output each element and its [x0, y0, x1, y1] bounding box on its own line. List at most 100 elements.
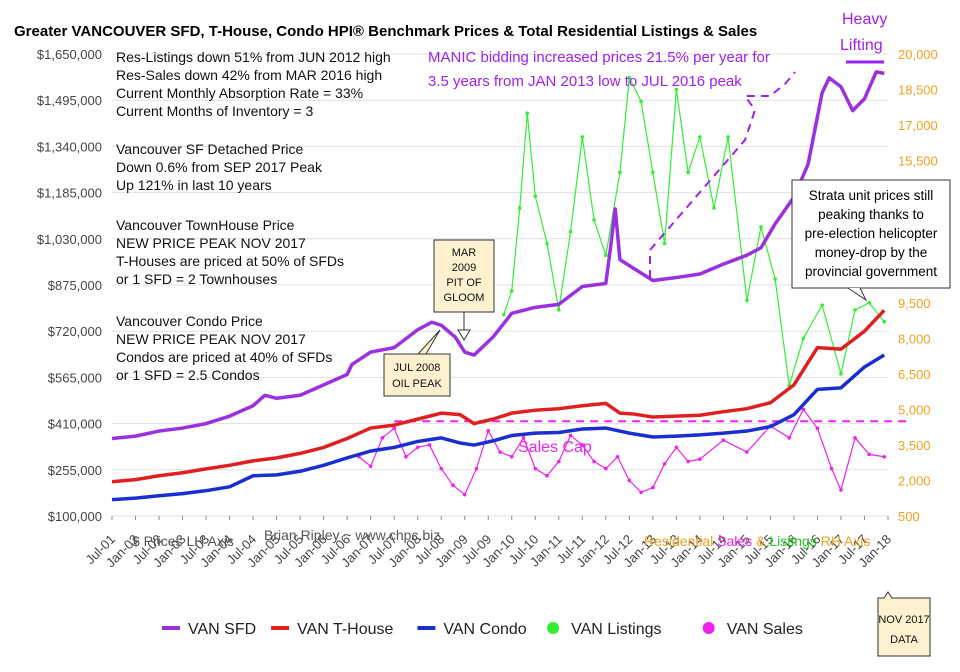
data-point — [773, 277, 777, 281]
data-point — [368, 464, 373, 469]
condo-note-2: NEW PRICE PEAK NOV 2017 — [116, 331, 306, 347]
rh-note-e: RH Axis — [817, 533, 871, 549]
rh-note-c: & — [752, 533, 769, 549]
stats-notes: Res-Listings down 51% from JUN 2012 high… — [116, 49, 391, 119]
data-point — [592, 218, 596, 222]
data-point — [651, 170, 655, 175]
data-point — [698, 457, 702, 461]
y-left-tick-label: $1,495,000 — [37, 93, 102, 108]
data-point — [867, 452, 871, 457]
data-point — [451, 483, 455, 488]
y-right-tick-label: 20,000 — [898, 47, 938, 62]
data-point — [674, 445, 679, 450]
oil-line-1: JUL 2008 — [394, 362, 441, 374]
data-point — [618, 170, 622, 175]
stat-note-2: Res-Sales down 42% from MAR 2016 high — [116, 67, 382, 83]
townhouse-note-1: Vancouver TownHouse Price — [116, 217, 295, 233]
data-point — [745, 450, 749, 454]
author-note: Brian Ripley ~ www.chpc.biz — [264, 527, 440, 543]
data-point — [882, 454, 887, 459]
townhouse-note-3: T-Houses are priced at 50% of SFDs — [116, 253, 344, 269]
data-date-2: DATA — [890, 634, 918, 646]
pit-line-2: 2009 — [452, 262, 476, 274]
y-right-tick-label: 17,000 — [898, 118, 938, 133]
strata-callout: Strata unit prices still peaking thanks … — [791, 179, 951, 302]
data-point — [801, 336, 806, 341]
sfd-note-2: Down 0.6% from SEP 2017 Peak — [116, 159, 323, 175]
chart-title: Greater VANCOUVER SFD, T-House, Condo HP… — [14, 23, 757, 40]
data-point — [662, 462, 667, 466]
stat-note-1: Res-Listings down 51% from JUN 2012 high — [116, 49, 391, 65]
y-right-tick-label: 3,500 — [898, 438, 931, 453]
pit-callout: MAR 2009 PIT OF GLOOM — [433, 239, 495, 341]
data-point — [726, 135, 730, 139]
y-left-tick-label: $1,650,000 — [37, 47, 102, 62]
y-right-tick-label: 18,500 — [898, 83, 938, 98]
data-point — [568, 433, 573, 438]
data-point — [462, 492, 467, 497]
oil-line-2: OIL PEAK — [392, 378, 442, 390]
data-point — [509, 454, 514, 459]
x-ticks: Jul-01Jan-02Jul-02Jan-03Jul-03Jan-04Jul-… — [82, 516, 894, 570]
data-point — [556, 459, 561, 464]
y-left-tick-label: $1,340,000 — [37, 139, 102, 154]
data-point — [686, 170, 690, 175]
condo-note-4: or 1 SFD = 2.5 Condos — [116, 367, 260, 383]
y-right-tick-label: 5,000 — [898, 402, 931, 417]
manic-arrow — [649, 71, 796, 278]
data-point — [674, 87, 679, 92]
data-point — [712, 206, 716, 210]
data-point — [627, 75, 632, 80]
sfd-notes: Vancouver SF Detached Price Down 0.6% fr… — [116, 141, 323, 193]
pit-line-1: MAR — [452, 247, 477, 259]
data-point — [439, 466, 444, 471]
data-point — [580, 443, 585, 447]
strata-line-5: provincial government — [805, 264, 937, 279]
data-point — [592, 459, 596, 464]
legend-label: VAN T-House — [297, 621, 393, 638]
sfd-note-1: Vancouver SF Detached Price — [116, 141, 303, 157]
series-line-van-condo — [111, 353, 886, 502]
data-point — [404, 454, 408, 459]
y-left-tick-label: $1,185,000 — [37, 186, 102, 201]
data-point — [839, 372, 843, 376]
y-right-tick-label: 500 — [898, 509, 920, 524]
data-point — [545, 473, 549, 478]
data-date-callout: NOV 2017 DATA — [877, 591, 931, 657]
data-point — [380, 436, 385, 440]
data-point — [556, 308, 561, 312]
stat-note-3: Current Monthly Absorption Rate = 33% — [116, 85, 363, 101]
data-point — [533, 194, 538, 198]
condo-note-3: Condos are priced at 40% of SFDs — [116, 349, 332, 365]
data-point — [580, 135, 585, 139]
y-left-tick-label: $720,000 — [48, 324, 102, 339]
y-left-tick-label: $875,000 — [48, 278, 102, 293]
strata-line-4: money-drop by the — [815, 245, 928, 260]
data-point — [509, 289, 514, 293]
data-point — [801, 407, 806, 412]
strata-line-3: pre-election helicopter — [805, 226, 938, 241]
heavy-note-1: Heavy — [842, 11, 887, 28]
data-point — [427, 443, 432, 447]
y-left-tick-label: $1,030,000 — [37, 232, 102, 247]
data-point — [815, 426, 820, 431]
townhouse-note-2: NEW PRICE PEAK NOV 2017 — [116, 235, 306, 251]
data-point — [501, 312, 506, 317]
data-point — [533, 466, 538, 471]
data-point — [853, 436, 857, 440]
series-line-van-t-house — [111, 309, 886, 484]
heavy-note-2: Lifting — [840, 37, 883, 54]
data-point — [698, 135, 702, 139]
data-point — [474, 466, 479, 471]
data-point — [604, 253, 608, 258]
y-right-tick-label: 6,500 — [898, 367, 931, 382]
data-point — [486, 428, 491, 433]
data-point — [651, 485, 655, 490]
data-point — [820, 303, 824, 307]
y-left-tick-label: $255,000 — [48, 463, 102, 478]
data-point — [867, 300, 871, 305]
y-right-tick-label: 2,000 — [898, 473, 931, 488]
townhouse-note-4: or 1 SFD = 2 Townhouses — [116, 271, 277, 287]
data-point — [568, 229, 573, 234]
data-point — [415, 445, 420, 450]
